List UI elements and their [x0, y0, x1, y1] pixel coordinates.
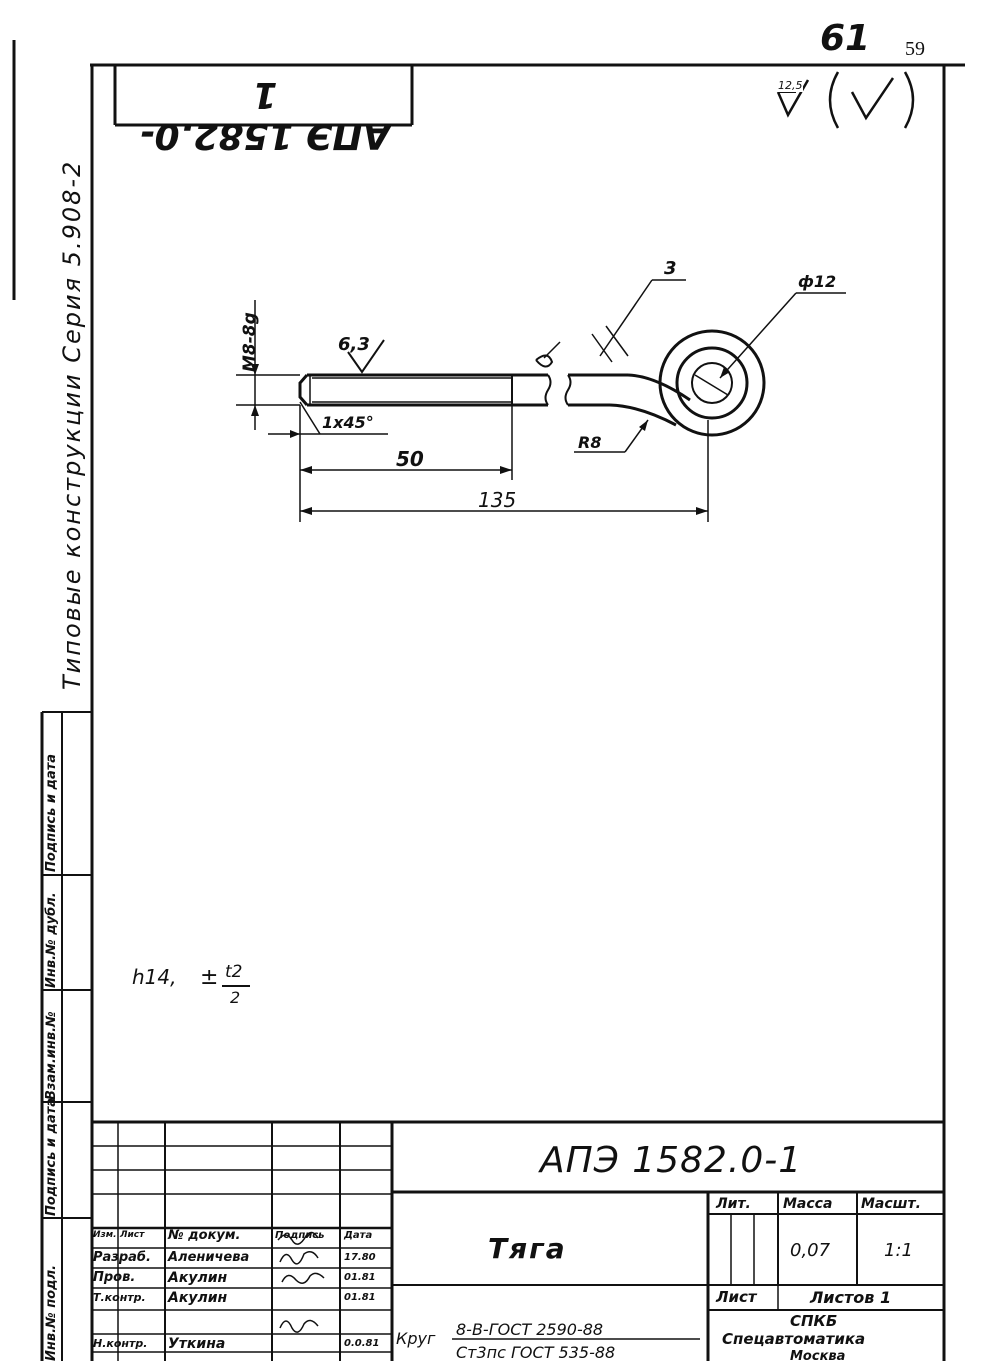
- dimension-135: 135: [478, 488, 517, 512]
- scale-label: Масшт.: [861, 1196, 921, 1212]
- sheets-count: Листов 1: [810, 1288, 892, 1307]
- thread-label: М8-8g: [240, 312, 260, 372]
- row-date-3: 0.0.81: [344, 1338, 380, 1349]
- dimension-radius: R8: [578, 433, 602, 452]
- row-date-1: 01.81: [344, 1272, 376, 1283]
- document-code: АПЭ 1582.0-1: [540, 1140, 803, 1181]
- dimension-diameter: ф12: [798, 272, 837, 291]
- stamp-inv-podl: Инв.№ подл.: [44, 1264, 59, 1361]
- stamp-sign-date-top: Подпись и дата: [44, 753, 59, 872]
- sheet-label: Лист: [716, 1288, 757, 1306]
- stamp-vzam-inv: Взам.инв.№: [44, 1011, 59, 1100]
- row-role-3: Н.контр.: [93, 1337, 148, 1350]
- roughness-general-value: 12,5: [778, 79, 803, 92]
- row-date-2: 01.81: [344, 1292, 376, 1303]
- row-name-3: Уткина: [168, 1336, 226, 1352]
- part-name: Тяга: [488, 1232, 567, 1265]
- mirrored-document-code: АПЭ 1582.0-1: [139, 74, 391, 156]
- row-role-0: Разраб.: [93, 1250, 151, 1265]
- series-label: Типовые конструкции Серия 5.908-2: [58, 159, 86, 690]
- row-date-0: 17.80: [344, 1252, 376, 1263]
- header-list: Лист: [120, 1230, 145, 1240]
- org-line-3: Москва: [790, 1349, 846, 1364]
- handwritten-sheet-number: 61: [820, 18, 871, 59]
- tolerance-note-numerator: t2: [225, 962, 243, 982]
- header-date: Дата: [344, 1230, 373, 1241]
- dimension-3: 3: [664, 258, 677, 279]
- row-role-1: Пров.: [93, 1270, 136, 1285]
- org-line-2: Спецавтоматика: [722, 1330, 866, 1348]
- lit-label: Лит.: [716, 1196, 751, 1212]
- header-izm: Изм.: [93, 1230, 117, 1240]
- material-prefix: Круг: [396, 1329, 436, 1348]
- row-name-0: Аленичева: [168, 1250, 250, 1265]
- chamfer-label: 1х45°: [322, 413, 374, 432]
- row-name-2: Акулин: [168, 1290, 228, 1306]
- row-name-1: Акулин: [168, 1270, 228, 1286]
- header-doc-no: № докум.: [168, 1228, 241, 1243]
- tolerance-note-pm: ±: [200, 965, 219, 990]
- header-sign: Подпись: [275, 1230, 325, 1241]
- dimension-50: 50: [396, 447, 424, 471]
- mass-value: 0,07: [790, 1240, 831, 1261]
- row-role-2: Т.контр.: [93, 1291, 146, 1304]
- mass-label: Масса: [783, 1196, 833, 1212]
- org-line-1: СПКБ: [790, 1312, 838, 1330]
- stamp-sign-date-bottom: Подпись и дата: [44, 1097, 59, 1216]
- tolerance-note-prefix: h14,: [132, 965, 177, 989]
- material-line-1: 8-В-ГОСТ 2590-88: [456, 1320, 604, 1339]
- thread-roughness-label: 6,3: [338, 334, 370, 355]
- stamp-inv-dubl: Инв.№ дубл.: [44, 892, 59, 988]
- printed-sheet-number: 59: [905, 38, 925, 60]
- tolerance-note-denominator: 2: [230, 988, 241, 1007]
- scale-value: 1:1: [884, 1240, 913, 1261]
- material-line-2: Ст3пс ГОСТ 535-88: [456, 1343, 616, 1362]
